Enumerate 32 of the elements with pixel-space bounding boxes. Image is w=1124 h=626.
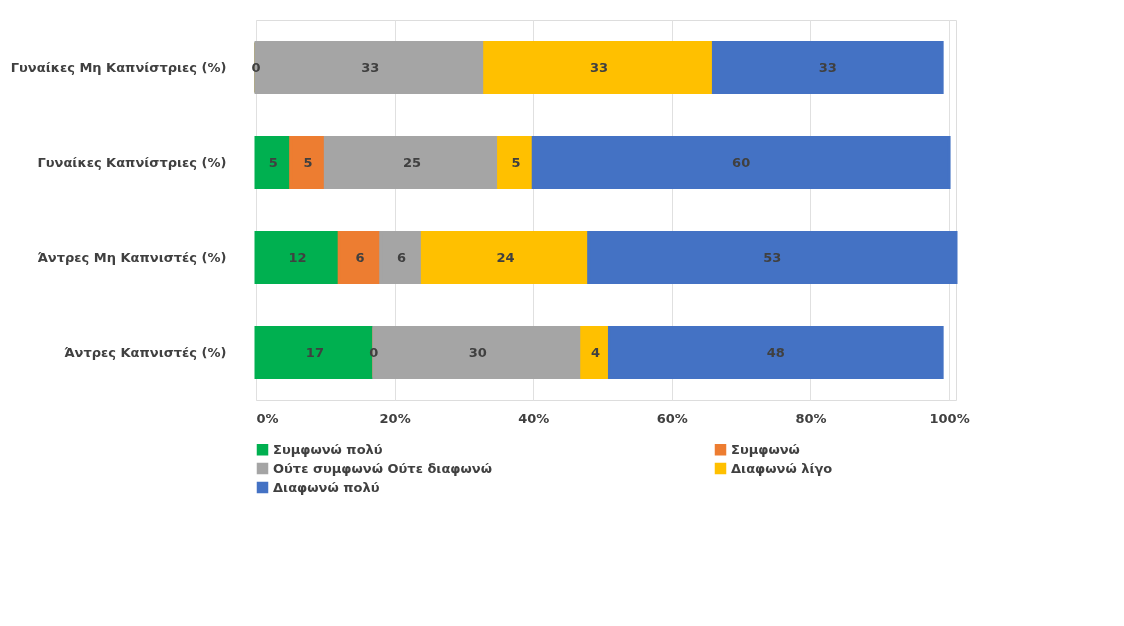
legend-label: Συμφωνώ πολύ: [273, 441, 383, 457]
x-tick-label: 80%: [795, 410, 827, 426]
x-tick-label: 60%: [656, 410, 688, 426]
y-tick-label: Άντρες Μη Καπνιστές (%): [37, 249, 227, 265]
y-tick-label: Άντρες Καπνιστές (%): [64, 344, 227, 360]
data-label: 5: [511, 154, 521, 170]
data-label: 6: [355, 249, 365, 265]
data-label: 25: [402, 154, 421, 170]
data-label: 12: [288, 249, 307, 265]
x-tick-label: 40%: [518, 410, 550, 426]
x-tick-label: 100%: [929, 410, 970, 426]
legend-label: Συμφωνώ: [731, 441, 800, 457]
data-label: 48: [766, 344, 785, 360]
legend-label: Διαφωνώ λίγο: [731, 460, 833, 476]
x-tick-label: 20%: [379, 410, 411, 426]
x-tick-label: 0%: [256, 410, 279, 426]
data-label: 5: [268, 154, 278, 170]
data-label: 53: [763, 249, 782, 265]
data-label: 30: [468, 344, 487, 360]
data-label: 6: [397, 249, 407, 265]
data-label: 24: [496, 249, 515, 265]
data-label: 17: [305, 344, 324, 360]
legend-label: Διαφωνώ πολύ: [273, 479, 380, 495]
y-tick-label: Γυναίκες Μη Καπνίστριες (%): [10, 59, 227, 75]
data-label: 33: [818, 59, 837, 75]
legend-label: Ούτε συμφωνώ Ούτε διαφωνώ: [273, 460, 492, 476]
data-label: 33: [590, 59, 609, 75]
data-label: 60: [732, 154, 751, 170]
data-label: 5: [303, 154, 313, 170]
y-tick-label: Γυναίκες Καπνίστριες (%): [37, 154, 227, 170]
data-label: 4: [591, 344, 601, 360]
data-label: 33: [361, 59, 380, 75]
